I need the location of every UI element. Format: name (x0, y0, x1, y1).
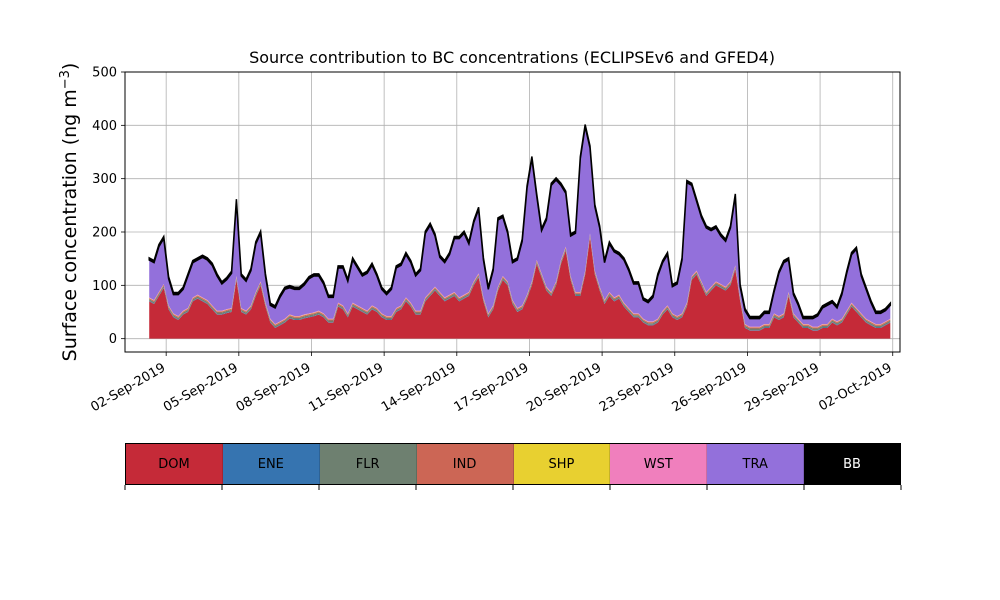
x-tick-label: 20-Sep-2019 (524, 360, 604, 415)
x-tick-label: 11-Sep-2019 (306, 360, 386, 415)
x-tick-label: 23-Sep-2019 (597, 360, 677, 415)
legend-item-tra: TRA (707, 444, 805, 484)
y-tick-label: 100 (92, 279, 117, 294)
x-tick-label: 08-Sep-2019 (234, 360, 314, 415)
chart-title: Source contribution to BC concentrations… (249, 48, 775, 67)
legend-item-dom: DOM (126, 444, 223, 484)
x-tick-label: 05-Sep-2019 (161, 360, 241, 415)
y-axis-label: Surface concentration (ng m−3) (58, 63, 81, 362)
x-tick-label: 14-Sep-2019 (379, 360, 459, 415)
y-axis-label-sup: −3 (58, 70, 73, 89)
y-tick-label: 500 (92, 66, 117, 81)
plot-frame (124, 71, 901, 353)
axes: 0 100 200 300 400 500 02-Sep-201905-Sep-201908… (88, 66, 901, 415)
area-tra (149, 126, 891, 327)
y-axis-label-main: Surface concentration (ng m (59, 89, 81, 361)
legend-item-shp: SHP (513, 444, 611, 484)
x-tick-label: 26-Sep-2019 (670, 360, 750, 415)
x-tick-label: 02-Sep-2019 (88, 360, 168, 415)
y-tick-label: 200 (92, 226, 117, 241)
x-tick-label: 02-Oct-2019 (816, 360, 894, 414)
legend-colorbar: DOM ENE FLR IND SHP WST TRA BB (125, 443, 901, 485)
y-tick-label: 400 (92, 119, 117, 134)
legend-item-ene: ENE (222, 444, 320, 484)
x-tick-label: 17-Sep-2019 (452, 360, 532, 415)
y-tick-label: 0 (109, 332, 117, 347)
legend-item-ind: IND (416, 444, 514, 484)
area-dom (149, 237, 891, 339)
y-axis-label-end: ) (59, 63, 81, 70)
legend-item-flr: FLR (319, 444, 417, 484)
x-tick-label: 29-Sep-2019 (742, 360, 822, 415)
legend-item-wst: WST (610, 444, 708, 484)
legend-item-bb: BB (804, 444, 900, 484)
stacked-areas (148, 124, 892, 339)
area-bb (148, 124, 892, 320)
y-tick-label: 300 (92, 172, 117, 187)
